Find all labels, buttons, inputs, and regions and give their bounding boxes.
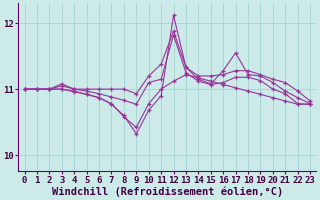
X-axis label: Windchill (Refroidissement éolien,°C): Windchill (Refroidissement éolien,°C) [52, 186, 283, 197]
